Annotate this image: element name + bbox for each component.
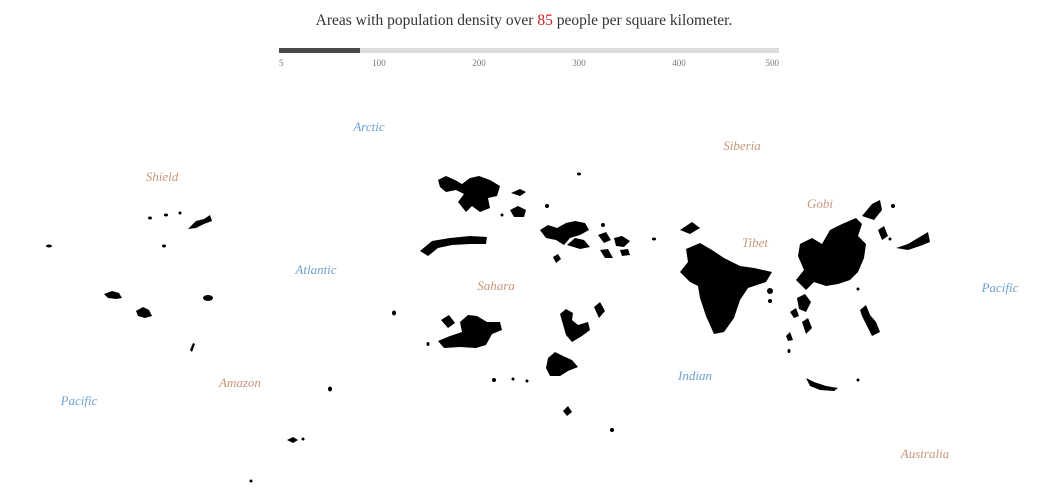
label-tibet: Tibet xyxy=(742,235,768,250)
density-area xyxy=(563,406,572,416)
density-area xyxy=(888,237,892,241)
density-area xyxy=(148,216,152,220)
density-area xyxy=(136,307,152,318)
density-area xyxy=(540,221,589,245)
density-area xyxy=(104,291,122,299)
slider-tick: 200 xyxy=(472,58,486,68)
density-area xyxy=(553,254,561,263)
density-area xyxy=(896,232,930,250)
density-area xyxy=(577,172,581,176)
density-area xyxy=(438,176,500,212)
density-area xyxy=(287,437,298,443)
density-area xyxy=(441,315,455,328)
label-gobi: Gobi xyxy=(807,196,833,211)
density-area xyxy=(203,295,213,301)
label-pacific-east: Pacific xyxy=(981,280,1019,295)
density-area xyxy=(249,479,253,483)
density-area xyxy=(856,287,860,291)
density-area xyxy=(438,315,502,348)
density-map: Arctic Atlantic Pacific Indian Pacific S… xyxy=(46,119,1019,483)
label-pacific-west: Pacific xyxy=(60,393,98,408)
density-area xyxy=(500,213,504,217)
density-area xyxy=(610,428,614,432)
density-area xyxy=(796,218,866,290)
density-area xyxy=(856,378,860,382)
density-area xyxy=(768,299,772,303)
label-amazon: Amazon xyxy=(218,375,261,390)
label-siberia: Siberia xyxy=(723,138,761,153)
threshold-value: 85 xyxy=(537,12,553,29)
density-area xyxy=(301,437,305,441)
density-area xyxy=(786,332,793,341)
density-area xyxy=(567,238,590,249)
slider-track[interactable] xyxy=(279,48,779,53)
density-area xyxy=(797,294,811,312)
title-suffix: people per square kilometer. xyxy=(556,12,733,29)
density-area xyxy=(680,243,772,334)
density-area xyxy=(600,249,613,258)
label-arctic: Arctic xyxy=(352,119,385,134)
label-indian: Indian xyxy=(677,368,712,383)
density-area xyxy=(862,200,882,220)
density-area xyxy=(787,349,791,353)
slider-tick: 300 xyxy=(572,58,586,68)
density-area xyxy=(878,226,888,240)
density-area xyxy=(525,379,529,383)
density-area xyxy=(511,189,526,196)
density-area xyxy=(767,288,773,294)
density-area xyxy=(860,305,880,336)
density-area xyxy=(420,236,487,256)
density-areas xyxy=(46,172,930,483)
density-area xyxy=(164,213,168,217)
slider-tick: 100 xyxy=(372,58,386,68)
density-area xyxy=(620,249,630,256)
density-area xyxy=(614,236,630,247)
density-area xyxy=(891,204,895,208)
density-area xyxy=(188,215,212,229)
density-slider[interactable]: 5 100 200 300 400 500 xyxy=(279,48,779,68)
slider-fill[interactable] xyxy=(279,48,360,53)
label-australia: Australia xyxy=(900,446,950,461)
density-area xyxy=(545,204,549,208)
density-area xyxy=(328,386,332,392)
density-area xyxy=(510,206,526,217)
density-area xyxy=(652,237,656,241)
label-atlantic: Atlantic xyxy=(294,262,336,277)
density-area xyxy=(594,302,605,318)
label-shield: Shield xyxy=(146,169,179,184)
label-sahara: Sahara xyxy=(477,278,515,293)
density-area xyxy=(806,378,838,391)
slider-tick: 400 xyxy=(672,58,686,68)
title-prefix: Areas with population density over xyxy=(315,12,534,29)
density-area xyxy=(598,232,611,243)
density-area xyxy=(162,244,166,248)
density-area xyxy=(601,223,605,227)
density-area xyxy=(492,378,496,382)
density-area xyxy=(178,211,182,215)
density-area xyxy=(560,309,590,342)
density-area xyxy=(426,342,430,346)
slider-tick: 5 xyxy=(279,58,284,68)
density-area xyxy=(511,377,515,381)
slider-tick: 500 xyxy=(765,58,780,68)
density-area xyxy=(46,244,52,248)
density-area xyxy=(802,318,812,334)
density-area xyxy=(190,343,195,352)
density-area xyxy=(546,352,578,376)
page-title: Areas with population density over 85 pe… xyxy=(0,12,1048,30)
density-area xyxy=(790,308,799,318)
density-area xyxy=(392,310,396,316)
density-area xyxy=(680,222,700,234)
